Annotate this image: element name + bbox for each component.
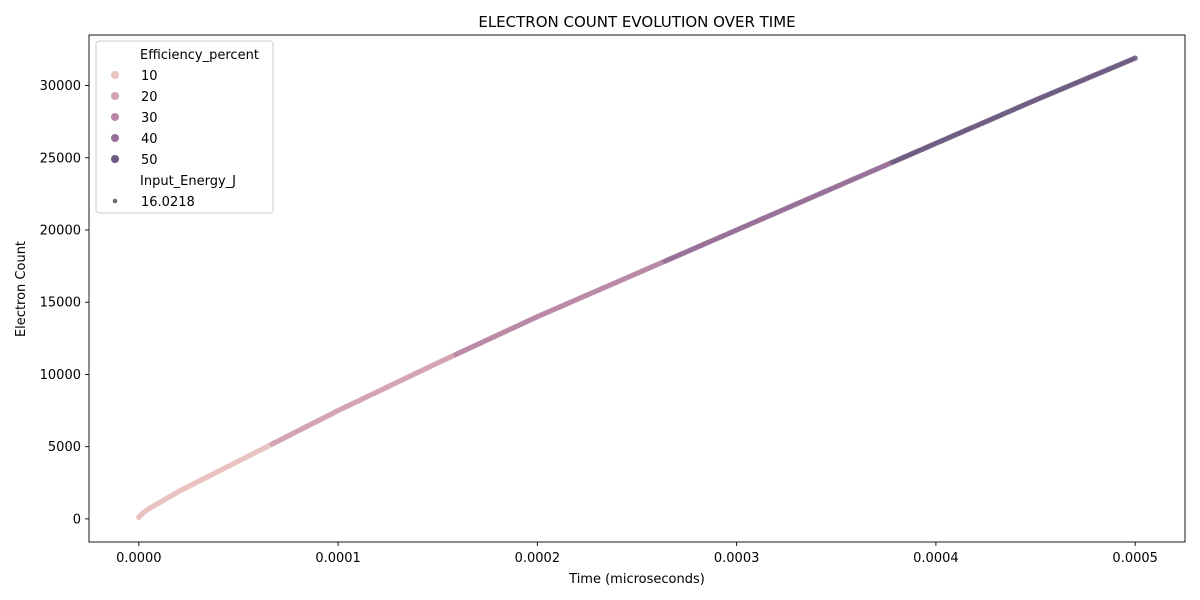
x-tick-label: 0.0005 (1112, 551, 1158, 566)
legend-marker (111, 113, 119, 121)
x-axis: 0.0000 0.0001 0.0002 0.0003 0.0004 0.0005 (116, 542, 1158, 566)
legend-marker (111, 155, 119, 163)
y-axis: 0 5000 10000 15000 20000 25000 30000 (40, 79, 89, 527)
legend-label: 40 (141, 132, 158, 147)
chart-title: ELECTRON COUNT EVOLUTION OVER TIME (478, 13, 795, 31)
legend-marker (111, 92, 119, 100)
x-tick-label: 0.0003 (714, 551, 760, 566)
legend-label: 20 (141, 90, 158, 105)
legend-hue-entries: 10 20 30 40 50 (111, 69, 158, 168)
x-tick-label: 0.0001 (315, 551, 361, 566)
x-tick-label: 0.0000 (116, 551, 162, 566)
x-axis-label: Time (microseconds) (568, 572, 705, 587)
y-tick-label: 5000 (48, 440, 81, 455)
legend-label: 16.0218 (141, 195, 195, 210)
legend-label: 50 (141, 153, 158, 168)
data-point (1132, 55, 1138, 61)
y-axis-label: Electron Count (14, 241, 29, 337)
y-tick-label: 20000 (40, 224, 81, 239)
y-tick-label: 10000 (40, 368, 81, 383)
legend-box (95, 40, 274, 214)
x-tick-label: 0.0002 (515, 551, 561, 566)
legend-size-entries: 16.0218 (112, 195, 195, 210)
legend-marker (111, 134, 119, 142)
legend-marker (111, 71, 119, 79)
y-tick-label: 25000 (40, 151, 81, 166)
plot-frame (88, 34, 1186, 543)
legend-label: 10 (141, 69, 158, 84)
legend-label: 30 (141, 111, 158, 126)
y-tick-label: 30000 (40, 79, 81, 94)
legend-size-title: Input_Energy_J (140, 174, 236, 189)
y-tick-label: 15000 (40, 296, 81, 311)
x-tick-label: 0.0004 (913, 551, 959, 566)
points-layer (136, 55, 1138, 521)
legend-hue-title: Efficiency_percent (140, 48, 259, 63)
legend: Efficiency_percent 10 20 30 40 50 Input_Ener… (95, 40, 274, 214)
legend-marker (112, 198, 118, 204)
y-tick-label: 0 (73, 512, 81, 527)
